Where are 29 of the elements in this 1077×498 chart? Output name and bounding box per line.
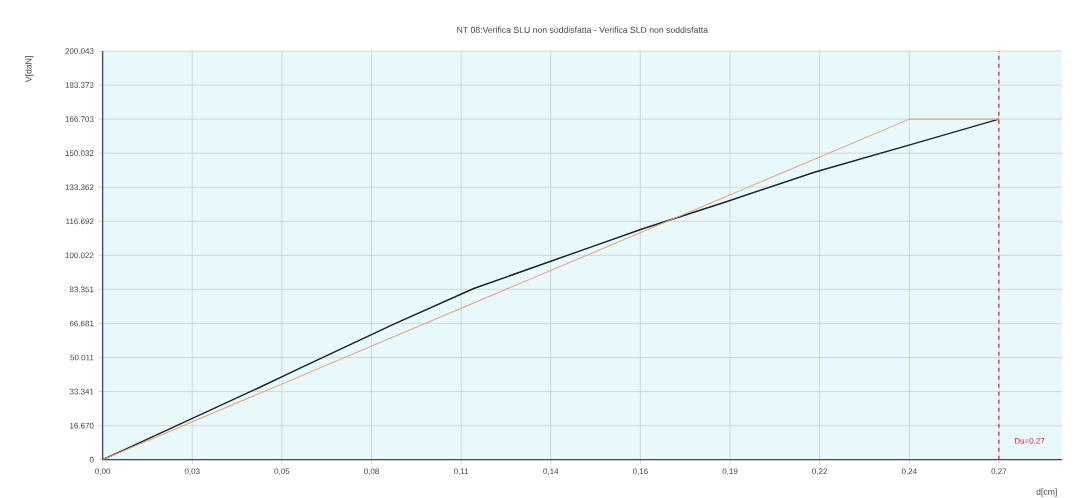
x-tick-label: 0,03 xyxy=(184,468,200,476)
y-tick-label: 116.692 xyxy=(66,218,94,225)
ref-line-label: Du=0,27 xyxy=(1014,438,1045,445)
y-tick-label: 16.670 xyxy=(70,422,94,429)
x-tick-label: 0,27 xyxy=(991,468,1007,476)
y-tick-label: 50.011 xyxy=(70,354,94,361)
y-tick-label: 150.032 xyxy=(65,150,94,157)
x-tick-label: 0,19 xyxy=(722,468,738,476)
y-tick-label: 200.043 xyxy=(65,48,94,54)
x-axis-title: d[cm] xyxy=(1036,488,1057,497)
x-tick-label: 0,14 xyxy=(543,468,559,476)
x-tick-label: 0,00 xyxy=(95,468,111,476)
y-tick-label: 66.681 xyxy=(69,320,94,327)
y-tick-label: 166.703 xyxy=(65,116,94,122)
chart-title: NT 08:Verifica SLU non soddisfatta - Verifica SLD non soddisfatta xyxy=(457,26,708,33)
x-tick-label: 0,11 xyxy=(453,468,469,476)
x-tick-label: 0,08 xyxy=(364,468,379,476)
y-tick-label: 0 xyxy=(89,456,94,463)
line-series xyxy=(102,118,1000,460)
y-tick-label: 183.373 xyxy=(65,82,94,88)
y-tick-label: 83.351 xyxy=(69,286,94,293)
x-tick-label: 0,16 xyxy=(632,468,648,476)
y-tick-label: 100.022 xyxy=(65,252,94,259)
x-tick-label: 0,22 xyxy=(812,468,828,476)
y-tick-label: 133.362 xyxy=(65,184,94,191)
y-axis-title: V[daN] xyxy=(25,56,34,83)
y-tick-label: 33.341 xyxy=(69,388,94,395)
x-tick-label: 0,05 xyxy=(274,468,290,476)
x-tick-label: 0,24 xyxy=(901,468,917,476)
